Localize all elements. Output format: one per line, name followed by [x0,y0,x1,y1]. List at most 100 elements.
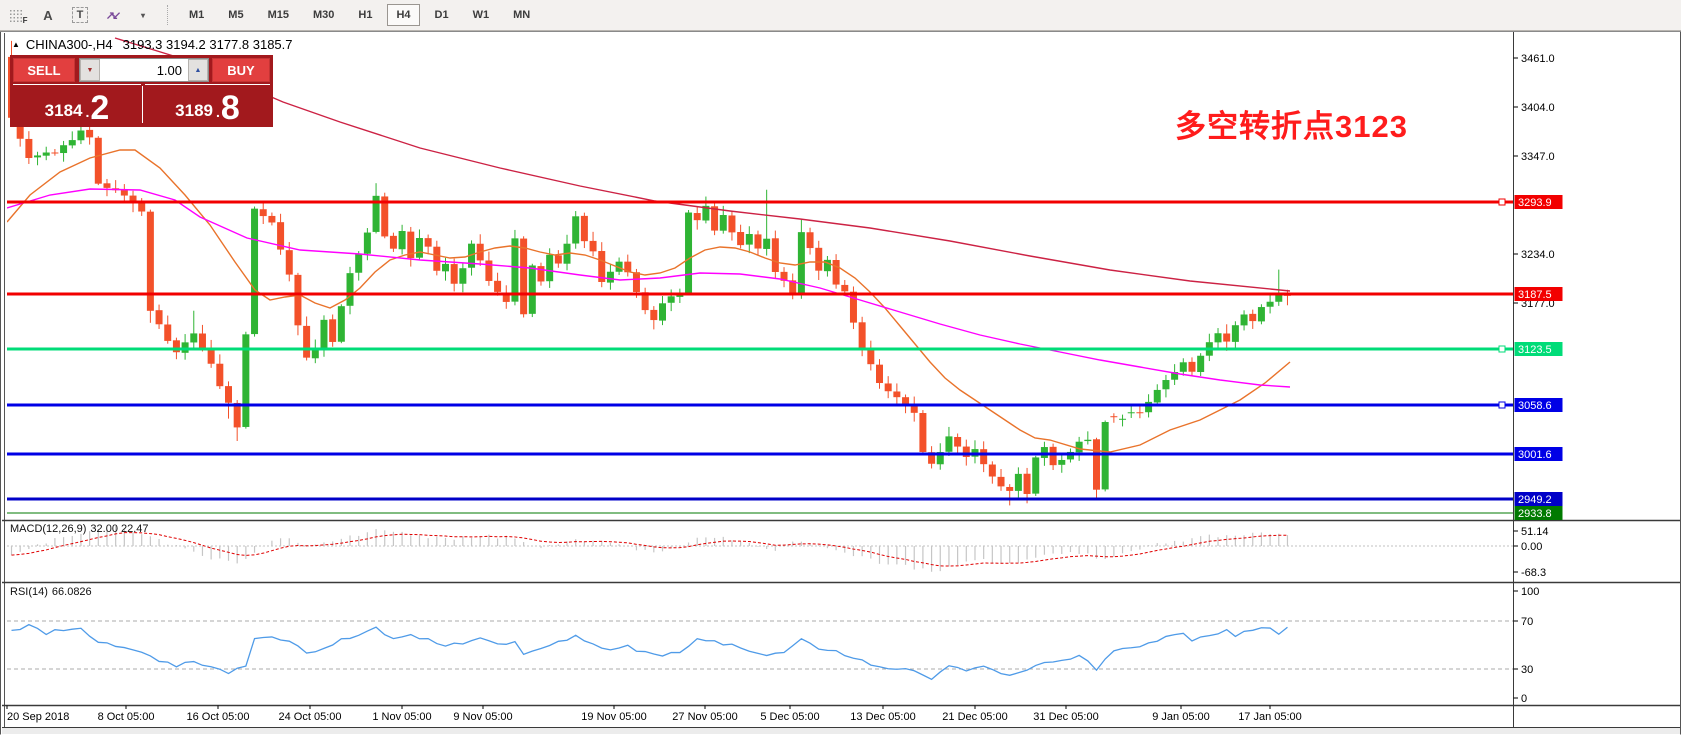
candle-body [867,349,875,365]
rsi-axis-label: 70 [1521,616,1533,628]
collapse-chart-icon[interactable]: ▲ [12,40,20,49]
volume-decrease-icon[interactable]: ▼ [80,59,100,81]
candle-body [346,273,354,306]
time-label[interactable]: 17 Jan 05:00 [1238,711,1302,723]
candle-body [728,215,736,233]
macd-axis-label: 51.14 [1521,526,1549,538]
candle-body [155,310,163,325]
bottom-strip [2,728,1680,734]
candle-body [294,274,302,326]
timeframe-button-M5[interactable]: M5 [228,9,244,21]
timeframe-button-M1[interactable]: M1 [189,9,205,21]
ma-fast-line [7,149,1291,453]
volume-value[interactable]: 1.00 [156,62,182,78]
time-label[interactable]: 5 Dec 05:00 [760,711,819,723]
chart-header: ▲ CHINA300-,H4 3193.3 3194.2 3177.8 3185.7 [12,37,293,52]
candle-body [806,232,814,249]
candle-body [1075,441,1083,453]
candle-body [650,309,658,321]
sell-price-frac: 2 [90,89,110,128]
price-tick-label: 3234.0 [1521,249,1555,261]
time-label[interactable]: 20 Sep 2018 [7,711,69,723]
candle-body [572,216,580,244]
sell-price[interactable]: 3184. 2 [13,84,141,125]
candle-body [589,240,597,252]
candle-body [780,271,788,281]
time-label[interactable]: 16 Oct 05:00 [187,711,250,723]
candle-body [198,333,206,349]
hline-handle[interactable] [1498,198,1506,206]
candle-body [363,232,371,254]
price-badge-label: 3058.6 [1518,400,1552,412]
candle-body [120,190,128,196]
grid-f-icon[interactable]: F [3,3,29,27]
candle-body [615,261,623,272]
timeframe-button-H1[interactable]: H1 [358,9,373,21]
volume-increase-icon[interactable]: ▲ [188,59,208,81]
price-badge [1514,398,1563,412]
price-badge [1514,492,1563,506]
dropdown-caret-icon[interactable]: ▾ [140,10,145,20]
candle-body [1188,361,1196,372]
timeframe-button-MN[interactable]: MN [513,9,531,21]
time-label[interactable]: 27 Nov 05:00 [672,711,737,723]
candle-body [277,222,285,250]
time-label[interactable]: 9 Nov 05:00 [453,711,512,723]
candle-body [1093,439,1100,490]
candle-body [329,319,337,342]
timeframe-button-M30[interactable]: M30 [312,9,335,21]
candle-body [1101,421,1109,490]
time-label[interactable]: 19 Nov 05:00 [581,711,646,723]
price-badge-label: 3187.5 [1518,289,1552,301]
candle-body [1066,451,1074,460]
rsi-label: RSI(14) 66.0826 [10,586,92,598]
candle-body [77,130,85,141]
arrange-arrows-icon[interactable]: ↗↙ [105,9,122,22]
price-chart: 3461.03404.03347.03234.03177.03293.93187… [0,31,1681,735]
time-label[interactable]: 31 Dec 05:00 [1033,711,1098,723]
time-label[interactable]: 21 Dec 05:00 [942,711,1007,723]
candle-body [225,386,232,403]
textbox-t-icon[interactable]: T [67,3,93,27]
timeframe-button-H4[interactable]: H4 [387,4,420,26]
price-badge-label: 3123.5 [1518,344,1552,356]
volume-stepper[interactable]: ▼ 1.00 ▲ [79,58,209,82]
candle-body [415,238,423,258]
candle-body [355,253,363,273]
hline-handle[interactable] [1498,401,1506,409]
time-label[interactable]: 8 Oct 05:00 [98,711,155,723]
price-tick-label: 3404.0 [1521,102,1555,114]
rsi-axis-label: 0 [1521,693,1527,705]
ohlc-readout: 3193.3 3194.2 3177.8 3185.7 [122,37,293,52]
candle-body [216,363,224,387]
candle-body [468,243,476,268]
candle-body [606,271,614,283]
timeframe-button-W1[interactable]: W1 [472,9,490,21]
hline-handle[interactable] [1498,345,1506,353]
annotation-a-icon[interactable]: A [43,7,53,23]
candle-body [190,333,198,343]
candle-body [68,140,76,146]
price-badge-label: 2933.8 [1518,508,1552,520]
candle-body [442,263,449,272]
buy-button[interactable]: BUY [212,58,270,82]
time-label[interactable]: 24 Oct 05:00 [279,711,342,723]
candle-body [1171,371,1179,380]
candle-body [554,255,562,264]
timeframe-button-M15[interactable]: M15 [267,9,289,21]
time-label[interactable]: 9 Jan 05:00 [1152,711,1210,723]
candle-body [459,268,467,284]
sell-button[interactable]: SELL [13,58,75,82]
candle-body [233,402,241,428]
candle-body [884,383,892,392]
candle-body [60,145,68,154]
time-label[interactable]: 13 Dec 05:00 [850,711,915,723]
candle-body [372,195,380,232]
timeframe-button-D1[interactable]: D1 [434,9,449,21]
candle-body [164,324,172,341]
candle-body [94,137,102,184]
rsi-value: 66.0826 [51,586,92,598]
candle-body [1275,292,1283,302]
time-label[interactable]: 1 Nov 05:00 [372,711,431,723]
buy-price[interactable]: 3189. 8 [145,84,270,125]
